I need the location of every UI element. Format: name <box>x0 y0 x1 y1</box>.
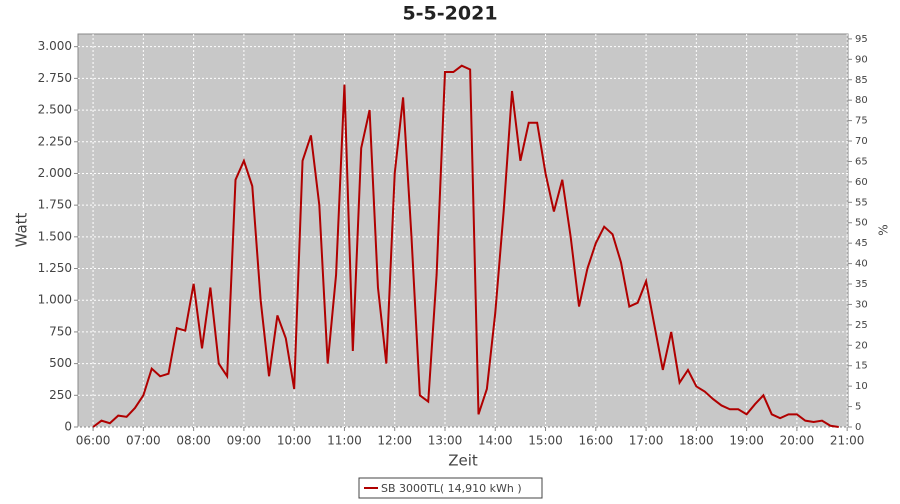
y-tick-label: 2.250 <box>38 134 72 148</box>
y-tick-label: 2.000 <box>38 166 72 180</box>
y-tick-label: 2.750 <box>38 71 72 85</box>
y-tick-label: 2.500 <box>38 103 72 117</box>
y2-tick-label: 60 <box>855 177 868 188</box>
x-tick-label: 14:00 <box>478 434 513 448</box>
x-axis-label: Zeit <box>448 452 478 470</box>
x-tick-label: 20:00 <box>780 434 815 448</box>
y2-tick-label: 10 <box>855 381 868 392</box>
x-tick-label: 17:00 <box>629 434 664 448</box>
x-tick-label: 10:00 <box>277 434 312 448</box>
y-tick-label: 1.750 <box>38 198 72 212</box>
y2-tick-label: 30 <box>855 299 868 310</box>
y2-tick-label: 40 <box>855 259 868 270</box>
y-axis-label: Watt <box>13 212 31 247</box>
y2-tick-label: 70 <box>855 136 868 147</box>
x-tick-label: 13:00 <box>428 434 463 448</box>
y2-tick-label: 55 <box>855 197 868 208</box>
y2-tick-label: 45 <box>855 238 868 249</box>
x-tick-label: 09:00 <box>227 434 262 448</box>
y2-tick-label: 85 <box>855 75 868 86</box>
x-tick-label: 18:00 <box>679 434 714 448</box>
y2-tick-label: 5 <box>855 402 861 413</box>
y2-tick-label: 75 <box>855 116 868 127</box>
y-tick-label: 1.500 <box>38 229 72 243</box>
y2-tick-label: 0 <box>855 422 861 433</box>
chart-title: 5-5-2021 <box>402 3 497 25</box>
y-tick-label: 1.250 <box>38 261 72 275</box>
x-tick-label: 12:00 <box>377 434 412 448</box>
y2-tick-label: 15 <box>855 361 868 372</box>
y2-tick-label: 65 <box>855 156 868 167</box>
x-tick-label: 15:00 <box>528 434 563 448</box>
x-tick-label: 21:00 <box>830 434 865 448</box>
y2-tick-label: 90 <box>855 54 868 65</box>
y-tick-label: 3.000 <box>38 39 72 53</box>
x-tick-label: 16:00 <box>579 434 614 448</box>
x-tick-label: 06:00 <box>76 434 111 448</box>
y-tick-label: 500 <box>49 356 72 370</box>
x-tick-label: 07:00 <box>126 434 161 448</box>
y-tick-label: 1.000 <box>38 293 72 307</box>
legend-label: SB 3000TL( 14,910 kWh ) <box>381 482 522 495</box>
x-tick-label: 11:00 <box>327 434 362 448</box>
legend <box>358 477 543 499</box>
y2-tick-label: 95 <box>855 34 868 45</box>
x-tick-label: 19:00 <box>729 434 764 448</box>
y-tick-label: 750 <box>49 324 72 338</box>
y-tick-label: 0 <box>64 420 72 434</box>
y-tick-label: 250 <box>49 388 72 402</box>
y2-tick-label: 50 <box>855 218 868 229</box>
plot-area <box>77 33 849 428</box>
y2-tick-label: 80 <box>855 95 868 106</box>
y2-axis-label: % <box>877 224 891 235</box>
x-tick-label: 08:00 <box>176 434 211 448</box>
y2-tick-label: 20 <box>855 340 868 351</box>
y2-tick-label: 25 <box>855 320 868 331</box>
y2-tick-label: 35 <box>855 279 868 290</box>
line <box>92 64 839 428</box>
